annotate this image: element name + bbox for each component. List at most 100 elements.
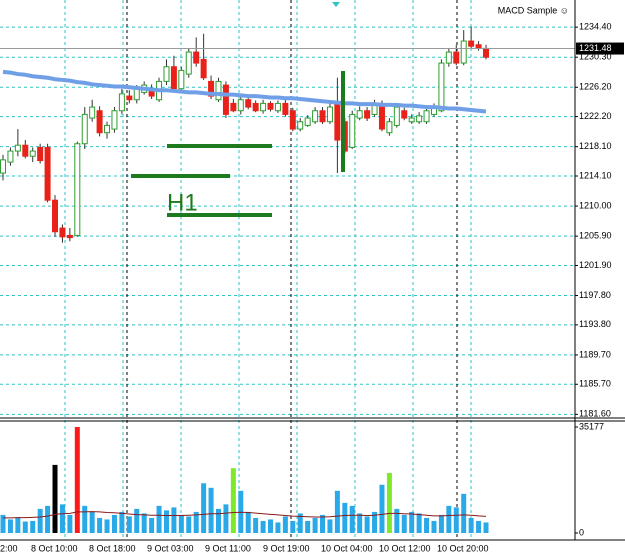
candle-body (44, 146, 51, 201)
candle-body (74, 143, 81, 236)
y-tick-label: 1197.80 (579, 290, 611, 300)
volume-bar (476, 520, 482, 533)
volume-bar (483, 522, 489, 533)
candle-body (252, 102, 259, 112)
volume-bar (119, 511, 125, 533)
y-tick-label: 1210.00 (579, 200, 612, 210)
candle-body (297, 121, 304, 130)
y-tick-label: 1201.90 (579, 260, 612, 270)
candle-body (222, 84, 229, 115)
volume-bar (379, 484, 385, 533)
volume-bar (409, 511, 415, 533)
y-tick-label: 1205.90 (579, 231, 612, 241)
x-tick-label: 10 Oct 12:00 (379, 543, 431, 553)
volume-bar (453, 507, 459, 533)
y-tick-label: 1181.60 (579, 409, 611, 419)
volume-bar (357, 513, 363, 533)
candle-body (104, 124, 111, 134)
bid-label: 1231.48 (579, 43, 612, 53)
candle-body (401, 110, 408, 119)
volume-bar (461, 493, 467, 533)
volume-bar (215, 508, 221, 533)
volume-bar (186, 516, 192, 533)
candle-body (245, 99, 252, 108)
x-tick-label: 8 Oct 18:00 (89, 543, 136, 553)
y-tick-label: 1218.10 (579, 141, 612, 151)
candle-body (29, 150, 36, 157)
volume-bar (386, 473, 392, 533)
y-tick-label: 1189.70 (579, 349, 611, 359)
volume-bar (260, 520, 266, 533)
y-tick-label: 1185.70 (579, 379, 611, 389)
volume-bar (320, 514, 326, 533)
volume-bar (223, 504, 229, 533)
y-tick-label: 1214.10 (579, 170, 612, 180)
candle-body (66, 234, 73, 239)
candle-body (282, 102, 289, 115)
candle-body (208, 80, 215, 97)
x-tick-label: 9 Oct 03:00 (147, 543, 194, 553)
volume-bar (431, 520, 437, 533)
x-tick-label: 8 Oct 10:00 (31, 543, 78, 553)
x-tick-label: 9 Oct 11:00 (205, 543, 251, 553)
volume-bar (327, 519, 333, 533)
moving-average (2, 69, 487, 114)
candle-body (349, 113, 356, 148)
volume-bar (7, 519, 13, 533)
candle-body (289, 110, 296, 130)
volume-bar (111, 514, 117, 533)
candle-body (408, 117, 415, 123)
volume-bar (0, 514, 6, 533)
candle-body (334, 102, 341, 141)
candle-body (326, 106, 333, 123)
volume-bar (45, 505, 51, 533)
volume-bar (30, 520, 36, 533)
volume-bar (446, 505, 452, 533)
candle-body (364, 110, 371, 119)
chart-title: MACD Sample ☺ (498, 5, 569, 15)
volume-bar (134, 508, 140, 533)
volume-bar (282, 516, 288, 533)
candle-body (22, 144, 29, 157)
candle-body (133, 88, 140, 101)
volume-bar (171, 507, 177, 533)
candle-body (356, 110, 363, 119)
candle-body (178, 69, 185, 90)
x-tick-label: 10 Oct 04:00 (321, 543, 373, 553)
volume-bar (178, 514, 184, 533)
candle-body (215, 80, 222, 101)
volume-bar (253, 517, 259, 533)
volume-bar (342, 502, 348, 533)
volume-bar (149, 517, 155, 533)
candle-body (193, 51, 200, 64)
volume-tick-label: 35177 (579, 421, 604, 431)
candle-body (445, 51, 452, 64)
candle-body (260, 102, 267, 112)
volume-bar (394, 508, 400, 533)
candle-body (483, 47, 489, 58)
volume-bar (156, 505, 162, 533)
candle-body (59, 227, 66, 238)
candle-body (312, 110, 319, 123)
x-tick-label: 2:00 (0, 543, 18, 553)
x-tick-label: 9 Oct 19:00 (263, 543, 310, 553)
volume-bar (52, 464, 58, 533)
candle-body (386, 121, 393, 134)
volume-bar (268, 519, 274, 533)
candle-body (89, 106, 96, 119)
volume-bar (193, 511, 199, 533)
bid-label-box (576, 42, 624, 55)
volume-bar (245, 511, 251, 533)
volume-bar (163, 510, 169, 533)
candle-body (438, 62, 445, 112)
volume-bar (15, 517, 21, 533)
candle-body (230, 102, 237, 112)
candle-body (200, 58, 207, 79)
volume-bar (37, 508, 43, 533)
candle-body (453, 51, 460, 64)
volume-bar (104, 519, 110, 533)
drawings: H1 (131, 2, 345, 217)
volume-bar (349, 505, 355, 533)
candle-body (14, 144, 21, 152)
